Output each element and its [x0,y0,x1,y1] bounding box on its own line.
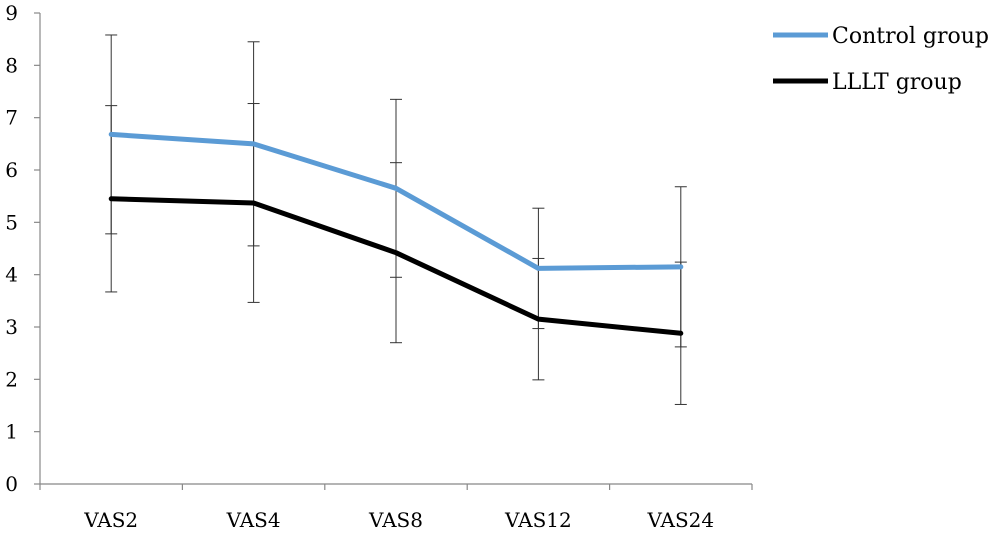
y-tick-label: 5 [5,210,18,234]
legend: Control group LLLT group [773,24,989,95]
legend-label: LLLT group [832,70,962,95]
y-tick-label: 2 [5,367,18,391]
series-line-control [108,131,684,271]
y-tick-label: 8 [5,53,18,77]
x-tick-label: VAS4 [226,508,281,532]
y-tick-label: 6 [5,158,18,182]
axes: 0 1 2 3 4 5 6 7 8 9 VAS2 VAS4 VAS8 VAS12 VAS24 [5,1,753,532]
y-tick-label: 9 [5,1,18,25]
x-tick-label: VAS2 [83,508,138,532]
y-tick-label: 0 [5,472,18,496]
series-lines [108,131,684,336]
y-tick-label: 3 [5,315,18,339]
x-tick-label: VAS24 [646,508,714,532]
y-tick-label: 7 [5,106,18,130]
x-tick-label: VAS8 [368,508,423,532]
error-bars [105,34,687,405]
series-line-lllt [108,196,684,336]
y-tick-label: 1 [5,420,18,444]
y-tick-label: 4 [5,263,18,287]
x-tick-label: VAS12 [504,508,572,532]
legend-label: Control group [832,24,989,49]
